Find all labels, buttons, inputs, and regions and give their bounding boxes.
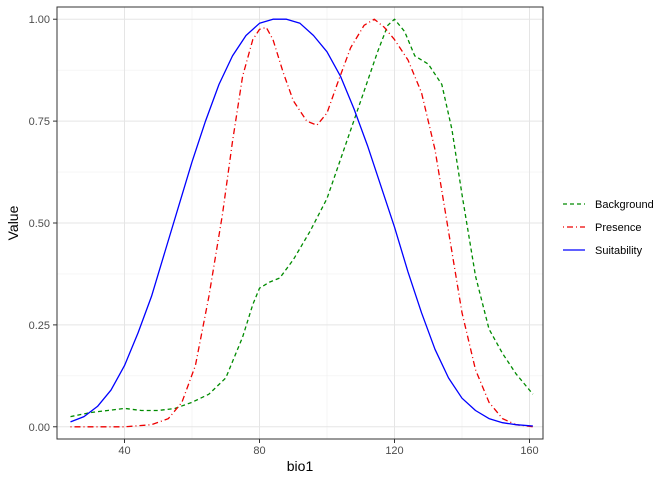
legend-label-suitability: Suitability <box>595 245 643 257</box>
series-line-background <box>70 18 534 418</box>
y-tick-label: 0.50 <box>29 218 50 230</box>
x-axis-title: bio1 <box>287 458 314 474</box>
x-tick-label: 120 <box>385 445 403 457</box>
legend-label-background: Background <box>595 199 654 211</box>
series-line-suitability <box>70 18 533 427</box>
y-tick-label: 0.75 <box>29 116 50 128</box>
y-tick-label: 1.00 <box>29 14 50 26</box>
legend-label-presence: Presence <box>595 222 641 234</box>
x-tick-label: 160 <box>520 445 538 457</box>
legend: Background Presence Suitability <box>563 199 654 257</box>
x-tick-label: 80 <box>253 445 265 457</box>
x-tick-label: 40 <box>118 445 130 457</box>
y-axis-title: Value <box>5 205 21 240</box>
y-axis: 0.00 0.25 0.50 0.75 1.00 <box>29 14 57 434</box>
series-layer <box>70 18 534 428</box>
y-tick-label: 0.00 <box>29 422 50 434</box>
grid-major <box>57 7 543 439</box>
y-tick-label: 0.25 <box>29 320 50 332</box>
x-axis: 40 80 120 160 <box>118 439 539 457</box>
